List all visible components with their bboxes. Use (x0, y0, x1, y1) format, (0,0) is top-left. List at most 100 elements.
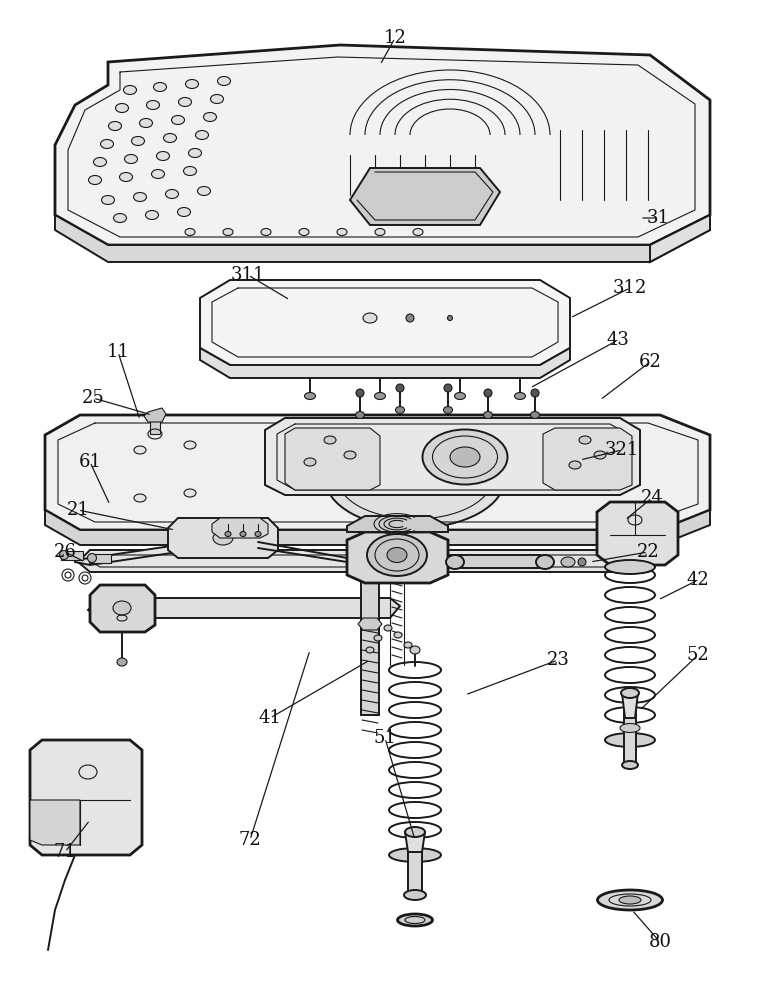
Polygon shape (358, 618, 382, 630)
Ellipse shape (151, 169, 164, 178)
Ellipse shape (185, 229, 195, 235)
Ellipse shape (123, 86, 136, 95)
Ellipse shape (355, 412, 365, 418)
Bar (624, 710, 636, 766)
Ellipse shape (116, 104, 129, 112)
Text: 321: 321 (605, 441, 639, 459)
Bar (89, 554, 111, 562)
Polygon shape (350, 168, 500, 225)
Ellipse shape (198, 186, 211, 196)
Ellipse shape (117, 658, 127, 666)
Ellipse shape (561, 557, 575, 567)
Text: 25: 25 (81, 389, 104, 407)
Ellipse shape (404, 890, 426, 900)
Ellipse shape (530, 412, 540, 418)
Text: 80: 80 (648, 933, 671, 951)
Ellipse shape (594, 451, 606, 459)
Ellipse shape (134, 494, 146, 502)
Ellipse shape (119, 172, 132, 182)
Polygon shape (543, 428, 632, 490)
Polygon shape (405, 832, 425, 852)
Polygon shape (168, 518, 278, 558)
Text: 41: 41 (259, 709, 282, 727)
Text: 61: 61 (78, 453, 101, 471)
Ellipse shape (218, 77, 231, 86)
Ellipse shape (444, 384, 452, 392)
Text: 312: 312 (613, 279, 647, 297)
Bar (150, 416, 160, 434)
Text: 21: 21 (66, 501, 90, 519)
Ellipse shape (387, 548, 407, 562)
Ellipse shape (366, 647, 374, 653)
Ellipse shape (183, 166, 196, 176)
Ellipse shape (125, 154, 138, 163)
Ellipse shape (344, 451, 356, 459)
Bar (61, 550, 83, 560)
Text: 31: 31 (647, 209, 670, 227)
Ellipse shape (578, 558, 586, 566)
Ellipse shape (619, 896, 641, 904)
Ellipse shape (410, 646, 420, 654)
Ellipse shape (422, 430, 508, 485)
Ellipse shape (446, 555, 464, 569)
Ellipse shape (113, 601, 131, 615)
Ellipse shape (240, 532, 246, 536)
Polygon shape (622, 693, 638, 718)
Ellipse shape (620, 724, 640, 732)
Polygon shape (440, 555, 550, 568)
Ellipse shape (133, 192, 147, 202)
Ellipse shape (404, 642, 412, 648)
Ellipse shape (109, 121, 122, 130)
Ellipse shape (484, 389, 492, 397)
Text: 311: 311 (231, 266, 266, 284)
Ellipse shape (337, 229, 347, 235)
Ellipse shape (536, 555, 554, 569)
Text: 24: 24 (641, 489, 664, 507)
Ellipse shape (145, 211, 158, 220)
Ellipse shape (531, 389, 539, 397)
Polygon shape (597, 502, 678, 565)
Ellipse shape (621, 688, 639, 698)
Text: 43: 43 (607, 331, 629, 349)
Ellipse shape (396, 384, 404, 392)
Ellipse shape (356, 389, 364, 397)
Ellipse shape (569, 461, 581, 469)
Ellipse shape (171, 115, 184, 124)
Ellipse shape (450, 447, 480, 467)
Polygon shape (265, 418, 640, 495)
Polygon shape (200, 280, 570, 365)
Text: 23: 23 (546, 651, 569, 669)
Ellipse shape (605, 560, 655, 574)
Ellipse shape (88, 554, 97, 562)
Ellipse shape (88, 176, 101, 184)
Ellipse shape (134, 446, 146, 454)
Ellipse shape (389, 848, 441, 862)
Text: 22: 22 (637, 543, 659, 561)
Ellipse shape (100, 139, 113, 148)
Ellipse shape (367, 534, 427, 576)
Ellipse shape (375, 229, 385, 235)
Ellipse shape (324, 436, 336, 444)
Ellipse shape (203, 112, 216, 121)
Ellipse shape (184, 441, 196, 449)
Ellipse shape (579, 436, 591, 444)
Bar (361, 565, 379, 715)
Polygon shape (55, 45, 710, 245)
Text: 12: 12 (384, 29, 406, 47)
Ellipse shape (113, 214, 126, 223)
Ellipse shape (299, 229, 309, 235)
Polygon shape (212, 518, 268, 538)
Polygon shape (30, 800, 80, 845)
Ellipse shape (101, 196, 114, 205)
Text: 26: 26 (53, 543, 76, 561)
Polygon shape (30, 740, 142, 855)
Ellipse shape (394, 632, 402, 638)
Ellipse shape (405, 827, 425, 837)
Ellipse shape (413, 229, 423, 235)
Ellipse shape (223, 229, 233, 235)
Ellipse shape (213, 531, 233, 545)
Ellipse shape (154, 83, 167, 92)
Polygon shape (55, 215, 710, 262)
Ellipse shape (179, 98, 192, 106)
Ellipse shape (363, 313, 377, 323)
